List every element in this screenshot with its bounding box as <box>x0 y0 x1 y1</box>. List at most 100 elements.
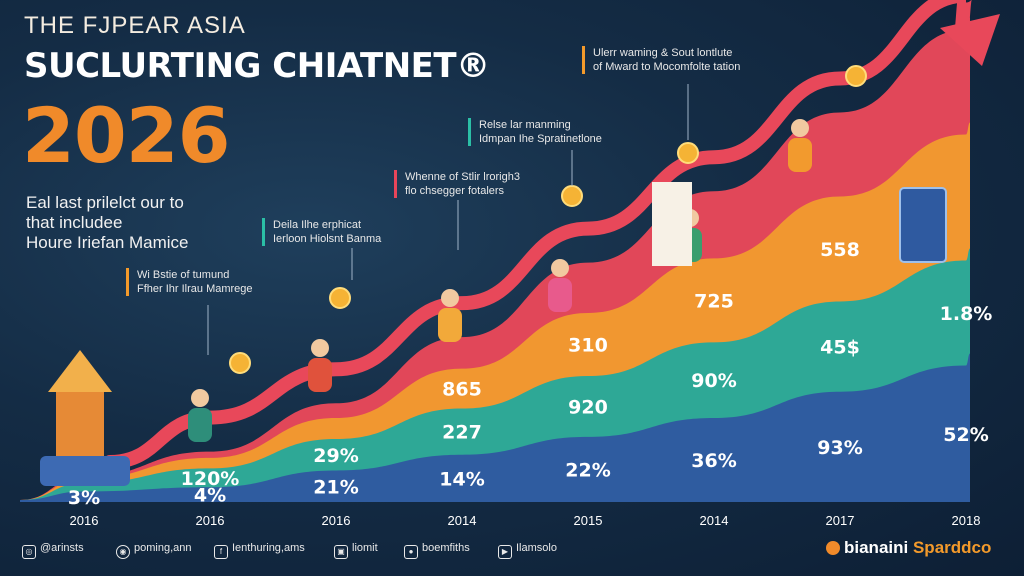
annotation-line: Idmpan Ihe Spratinetlone <box>479 133 602 145</box>
x-tick-label: 2018 <box>952 513 981 528</box>
social-label: liomit <box>352 542 378 554</box>
x-tick-label: 2015 <box>574 513 603 528</box>
data-label: 45$ <box>820 337 860 359</box>
title-year: 2026 <box>22 91 231 180</box>
camera-icon: ● <box>404 545 418 559</box>
data-label: 4% <box>194 485 226 507</box>
annotation-1: Wi Bstie of tumund Ffher Ihr Ilrau Mamre… <box>126 268 253 296</box>
social-label: @arinsts <box>40 542 84 554</box>
annotation-line: Wi Bstie of tumund <box>137 269 230 281</box>
annotation-line: Ierloon Hiolsnt Banma <box>273 233 382 245</box>
coin-icon <box>561 185 583 207</box>
social-camera[interactable]: ● boemfiths <box>404 542 470 559</box>
x-tick-label: 2014 <box>448 513 477 528</box>
building-icon <box>899 187 947 263</box>
shelf-icon <box>652 182 692 266</box>
x-axis-ticks: 2016 2016 2016 2014 2015 2014 2017 2018 <box>70 513 981 528</box>
annotation-line: Relse lar manming <box>479 119 571 131</box>
data-label: 120% <box>181 468 240 490</box>
person-head-icon <box>441 289 459 307</box>
social-label: boemfiths <box>422 542 470 554</box>
data-label: 920 <box>568 396 608 418</box>
brand-mark-icon <box>826 541 840 555</box>
boat-icon <box>40 456 130 486</box>
facebook-icon: f <box>214 545 228 559</box>
person-head-icon <box>311 339 329 357</box>
annotation-line: Deila Ilhe erphicat <box>273 219 362 231</box>
social-label: poming,ann <box>134 542 192 554</box>
brand-name-b: Sparddco <box>912 538 992 557</box>
person-body-icon <box>188 408 212 442</box>
data-label: 227 <box>442 422 482 444</box>
social-gallery[interactable]: ▣ liomit <box>334 542 378 559</box>
annotation-line: flo chsegger fotalers <box>405 185 505 197</box>
social-video[interactable]: ▶ Ilamsolo <box>498 542 557 559</box>
annotation-5: Ulerr waming & Sout lontlute of Mward to… <box>582 46 740 74</box>
globe-icon: ◉ <box>116 545 130 559</box>
x-tick-label: 2014 <box>700 513 729 528</box>
annotation-line: Whenne of Stlir lrorigh3 <box>405 171 520 183</box>
data-label: 558 <box>820 239 860 261</box>
image-icon: ▣ <box>334 545 348 559</box>
coin-icon <box>845 65 867 87</box>
data-labels: 3% 4% 21% 14% 22% 36% 93% 52% 120% 29% 227 920 90% 45… <box>68 239 992 509</box>
trend-arrow-head <box>940 14 1000 66</box>
decorations <box>40 65 947 486</box>
intro-line: Eal last prilelct our to <box>26 193 184 212</box>
annotation-line: Ffher Ihr Ilrau Mamrege <box>137 283 253 295</box>
intro-line: Houre Iriefan Mamice <box>26 233 189 252</box>
chart-title: SUCLURTING CHIATNET® <box>24 46 490 86</box>
data-label: 36% <box>691 450 736 472</box>
social-web[interactable]: ◉ poming,ann <box>116 542 192 559</box>
social-facebook[interactable]: f Ienthuring,ams <box>214 542 305 559</box>
coin-icon <box>329 287 351 309</box>
person-body-icon <box>308 358 332 392</box>
trend-arrow <box>103 0 1000 469</box>
temple-roof-icon <box>48 350 112 392</box>
data-label: 1.8% <box>940 303 993 325</box>
annotation-3: Whenne of Stlir lrorigh3 flo chsegger fo… <box>394 170 520 198</box>
brand-name-a: bianaini <box>844 538 909 557</box>
intro-line: that includee <box>26 213 123 232</box>
person-body-icon <box>438 308 462 342</box>
annotation-line: Ulerr waming & Sout lontlute <box>593 47 733 59</box>
person-head-icon <box>191 389 209 407</box>
x-tick-label: 2016 <box>196 513 225 528</box>
x-tick-label: 2016 <box>322 513 351 528</box>
intro-text: Eal last prilelct our to that includee H… <box>26 193 226 253</box>
annotation-2: Deila Ilhe erphicat Ierloon Hiolsnt Banm… <box>262 218 381 246</box>
x-tick-label: 2017 <box>826 513 855 528</box>
data-label: 3% <box>68 487 100 509</box>
data-label: 52% <box>943 424 988 446</box>
brand-logo: bianaini Sparddco <box>826 538 991 558</box>
instagram-icon: ◎ <box>22 545 36 559</box>
data-label: 93% <box>817 437 862 459</box>
social-instagram[interactable]: ◎ @arinsts <box>22 542 84 559</box>
social-label: Ilamsolo <box>516 542 557 554</box>
data-label: 725 <box>694 290 734 312</box>
person-body-icon <box>548 278 572 312</box>
social-label: Ienthuring,ams <box>232 542 305 554</box>
annotation-line: of Mward to Mocomfolte tation <box>593 61 741 73</box>
play-icon: ▶ <box>498 545 512 559</box>
data-label: 310 <box>568 335 608 357</box>
coin-icon <box>229 352 251 374</box>
kicker-text: THE FJPEAR ASIA <box>24 12 246 39</box>
area-blue <box>20 353 970 502</box>
data-label: 14% <box>439 468 484 490</box>
data-label: 22% <box>565 459 610 481</box>
stacked-area-layers <box>20 17 970 502</box>
data-label: 90% <box>691 370 736 392</box>
temple-icon <box>56 390 104 460</box>
person-body-icon <box>788 138 812 172</box>
annotation-4: Relse lar manming Idmpan Ihe Spratinetlo… <box>468 118 602 146</box>
data-label: 29% <box>313 445 358 467</box>
person-head-icon <box>551 259 569 277</box>
x-tick-label: 2016 <box>70 513 99 528</box>
coin-icon <box>677 142 699 164</box>
data-label: 865 <box>442 379 482 401</box>
footer-bar: ◎ @arinsts ◉ poming,ann f Ienthuring,ams ▣ l… <box>0 534 1024 564</box>
trend-arrow-line <box>103 0 972 469</box>
data-label: 21% <box>313 476 358 498</box>
